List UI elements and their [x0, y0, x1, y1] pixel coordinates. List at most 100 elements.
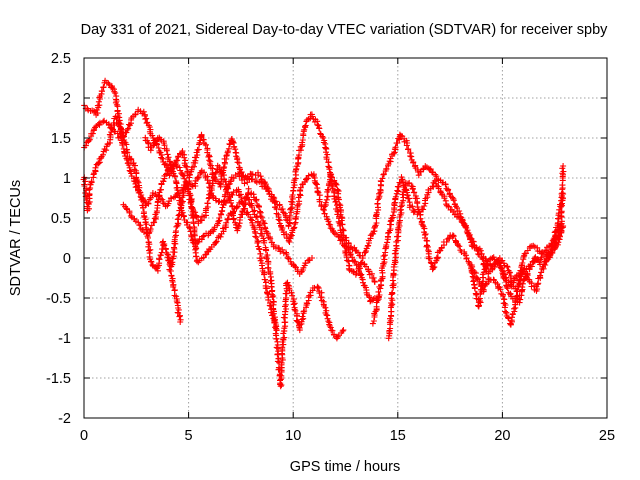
data-point — [519, 260, 526, 266]
data-point — [180, 172, 187, 179]
data-point — [233, 204, 240, 211]
data-point — [373, 212, 379, 219]
data-point — [391, 201, 398, 208]
data-point — [332, 199, 339, 205]
data-point — [477, 247, 484, 254]
data-point — [180, 213, 187, 220]
data-point — [380, 171, 387, 178]
data-point — [260, 219, 267, 226]
y-axis-label: SDTVAR / TECUs — [8, 180, 24, 296]
data-point — [320, 134, 327, 141]
data-point — [394, 187, 401, 194]
data-point — [257, 250, 264, 257]
data-point — [85, 200, 92, 207]
data-point — [278, 223, 285, 230]
data-point — [396, 179, 403, 186]
data-point — [206, 157, 213, 164]
data-point — [322, 144, 329, 151]
data-point — [126, 167, 133, 174]
data-point — [406, 195, 412, 202]
data-point — [320, 207, 327, 214]
data-point — [477, 299, 484, 306]
data-point — [234, 203, 241, 210]
data-point — [193, 214, 200, 221]
data-point — [433, 173, 440, 180]
data-point — [187, 228, 194, 235]
data-point — [151, 219, 158, 226]
data-point — [164, 254, 171, 261]
data-point — [198, 132, 205, 139]
data-point — [468, 239, 475, 246]
data-point — [483, 265, 490, 271]
data-point — [257, 213, 264, 220]
data-point — [267, 278, 274, 284]
axes: 0 5 10 15 20 25 -2 -1.5 -1 -0.5 0 0.5 1 1.5 2 2.5 — [46, 51, 615, 444]
y-tick-label: 0.5 — [51, 211, 71, 227]
data-point — [147, 246, 154, 253]
data-point — [193, 258, 200, 265]
data-point — [263, 255, 270, 262]
data-point — [339, 328, 346, 335]
data-point — [262, 225, 269, 232]
data-point — [302, 122, 309, 129]
data-point — [178, 204, 185, 211]
data-point — [324, 193, 331, 200]
data-points — [80, 77, 567, 390]
data-point — [389, 289, 396, 296]
data-point — [560, 163, 567, 169]
data-point — [304, 300, 311, 307]
data-point — [100, 84, 107, 91]
data-point — [247, 216, 254, 223]
data-point — [152, 190, 159, 197]
data-point — [211, 174, 218, 181]
data-point — [372, 308, 379, 315]
data-point — [146, 241, 153, 248]
data-point — [324, 151, 331, 158]
data-point — [145, 234, 151, 241]
data-point — [202, 141, 209, 148]
data-point — [378, 276, 385, 283]
x-tick-label: 5 — [185, 428, 193, 444]
data-point — [225, 197, 232, 204]
data-point — [107, 131, 114, 138]
data-point — [109, 125, 115, 132]
data-point — [176, 313, 183, 320]
data-point — [128, 156, 134, 163]
data-point — [194, 239, 201, 246]
data-point — [147, 226, 154, 233]
data-point — [314, 283, 321, 290]
data-point — [160, 178, 167, 185]
data-point — [323, 196, 330, 203]
data-point — [276, 202, 283, 209]
data-point — [497, 286, 504, 293]
data-point — [82, 190, 89, 196]
data-point — [217, 233, 224, 240]
data-point — [504, 263, 510, 270]
data-point — [426, 255, 433, 262]
data-point — [519, 280, 526, 287]
data-point — [174, 163, 180, 170]
data-point — [241, 180, 248, 187]
data-point — [371, 279, 378, 285]
data-point — [140, 228, 147, 235]
data-point — [195, 146, 202, 153]
data-point — [286, 212, 293, 219]
data-point — [256, 203, 262, 210]
data-point — [403, 142, 410, 149]
x-tick-label: 0 — [80, 428, 88, 444]
data-point — [155, 145, 162, 151]
data-point — [173, 162, 180, 169]
data-point — [161, 242, 168, 249]
data-point — [253, 234, 260, 241]
data-point — [390, 280, 397, 287]
data-point — [92, 164, 99, 171]
data-point — [381, 256, 388, 263]
data-point — [349, 254, 356, 261]
data-point — [276, 245, 283, 252]
data-point — [528, 263, 535, 270]
data-point — [195, 220, 202, 227]
data-point — [502, 275, 508, 282]
data-point — [467, 236, 474, 243]
data-point — [313, 180, 319, 187]
x-tick-label: 15 — [390, 428, 406, 444]
